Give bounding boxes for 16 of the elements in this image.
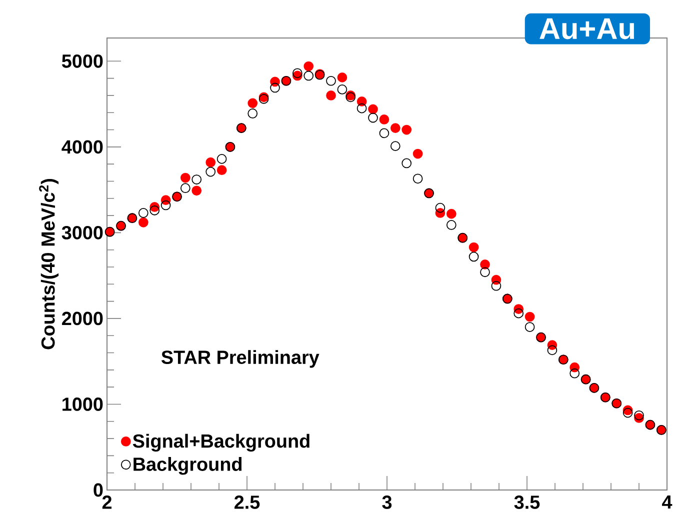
x-tick-label: 4 [662, 496, 672, 509]
y-tick-label: 0 [94, 483, 103, 497]
x-tick-label: 3 [382, 496, 392, 509]
y-tick-label: 1000 [62, 398, 103, 411]
legend-label: Background [134, 457, 242, 475]
y-tick-label: 2000 [62, 312, 103, 326]
legend-label: Signal+Background [132, 434, 310, 452]
y-tick-label: 4000 [62, 140, 103, 154]
x-tick-label: 3.5 [514, 496, 540, 509]
x-tick-label: 2 [102, 496, 112, 509]
y-tick-label: 3000 [62, 226, 103, 240]
y-tick-label: 5000 [62, 54, 103, 68]
x-tick-label: 2.5 [234, 496, 260, 509]
y-axis-title: Counts/(40 MeV/c$^{2}$) [39, 178, 59, 350]
annotation: Au+Au [540, 18, 634, 40]
annotation: STAR Preliminary [161, 350, 320, 368]
